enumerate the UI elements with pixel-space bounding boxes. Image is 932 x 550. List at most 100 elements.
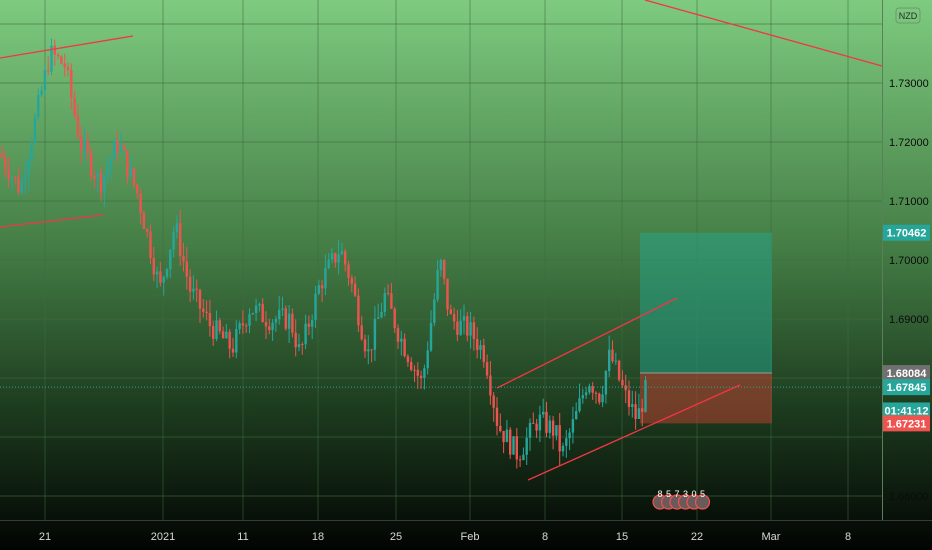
- candle-body: [225, 331, 228, 339]
- candle-body: [278, 309, 281, 320]
- candle-body: [337, 254, 340, 263]
- candle-body: [314, 293, 317, 321]
- candle-body: [17, 176, 20, 193]
- candle-body: [274, 319, 278, 323]
- event-marker[interactable]: [694, 494, 711, 510]
- candle-body: [208, 312, 212, 327]
- trendline[interactable]: [0, 35, 134, 59]
- price-badge: [883, 402, 930, 419]
- candle-body: [525, 437, 528, 455]
- candle-body: [578, 398, 581, 412]
- candle-body: [350, 277, 353, 284]
- candle-body: [611, 349, 614, 362]
- candle-body: [400, 338, 403, 342]
- candle-body: [538, 414, 542, 431]
- candle-body: [327, 259, 330, 269]
- price-badge-label: 1.67231: [887, 418, 927, 430]
- candle-body: [439, 259, 443, 270]
- candle-body: [604, 371, 608, 395]
- candle-body: [136, 184, 139, 194]
- candle-body: [357, 295, 360, 326]
- instrument-icon-label: NZD: [899, 11, 918, 21]
- candle-body: [192, 288, 195, 292]
- time-tick-label: 8: [845, 531, 851, 543]
- candle-body: [426, 350, 429, 369]
- candle-body: [162, 276, 165, 283]
- candle-body: [624, 385, 627, 391]
- trendline[interactable]: [496, 297, 678, 389]
- candle-body: [373, 318, 377, 350]
- candle-body: [307, 323, 311, 327]
- candle-body: [60, 56, 63, 64]
- candle-body: [571, 419, 575, 433]
- trendline[interactable]: [527, 384, 741, 481]
- candle-body: [608, 349, 611, 372]
- candle-body: [301, 344, 304, 346]
- candle-body: [334, 253, 337, 263]
- candle-body: [311, 320, 314, 327]
- candle-body: [195, 288, 198, 290]
- instrument-icon: NZD: [895, 7, 921, 24]
- candle-body: [634, 404, 637, 419]
- candle-body: [281, 308, 284, 310]
- candle-body: [370, 349, 373, 351]
- candle-body: [284, 308, 287, 329]
- candle-body: [80, 137, 83, 150]
- candle-body: [40, 90, 43, 95]
- candle-body: [76, 115, 80, 138]
- trendline[interactable]: [644, 0, 883, 67]
- time-tick-label: 15: [616, 531, 628, 543]
- candle-body: [363, 339, 367, 352]
- candle-body: [462, 316, 466, 321]
- price-badge-label: 1.68084: [887, 368, 928, 380]
- candle-body: [122, 145, 126, 151]
- time-axis[interactable]: 21 2021 11 18 25 Feb 8 15 22 Mar 8: [39, 531, 851, 543]
- candle-body: [241, 323, 245, 326]
- position-zones: [640, 232, 772, 424]
- candle-body: [86, 140, 89, 153]
- candle-body: [502, 431, 505, 443]
- trendline[interactable]: [0, 214, 104, 228]
- candle-body: [7, 169, 10, 179]
- candle-body: [353, 283, 357, 296]
- event-marker-label: 3: [683, 489, 688, 499]
- candle-body: [116, 141, 119, 152]
- candle-body: [614, 360, 617, 362]
- candle-body: [179, 223, 182, 257]
- candle-body: [251, 313, 254, 315]
- candle-body: [535, 423, 538, 431]
- candle-body: [43, 70, 47, 91]
- price-tick-label: 1.69000: [889, 314, 929, 326]
- candle-body: [476, 338, 479, 350]
- candle-body: [20, 179, 23, 193]
- event-marker-label: 0: [691, 489, 696, 499]
- candle-body: [594, 392, 598, 394]
- price-axis[interactable]: 1.73000 1.72000 1.71000 1.70000 1.69000 1.660…: [889, 78, 929, 503]
- candle-body: [446, 278, 449, 310]
- candle-body: [14, 176, 17, 178]
- candle-body: [320, 285, 324, 289]
- trendlines[interactable]: [0, 0, 883, 481]
- candle-body: [89, 152, 93, 177]
- event-marker-label: 5: [700, 489, 705, 499]
- time-tick-label: 2021: [151, 531, 175, 543]
- candle-body: [221, 331, 225, 339]
- candle-body: [413, 369, 416, 371]
- time-tick-label: Mar: [762, 531, 781, 543]
- candle-body: [565, 438, 568, 446]
- candle-body: [132, 167, 136, 185]
- candle-body: [155, 271, 159, 275]
- candle-body: [248, 314, 251, 326]
- candle-body: [627, 390, 631, 407]
- candle-body: [212, 326, 215, 339]
- candle-body: [47, 70, 50, 72]
- candle-body: [113, 141, 116, 160]
- candle-body: [347, 264, 350, 278]
- candle-body: [159, 271, 162, 283]
- candle-body: [423, 368, 426, 378]
- candle-body: [175, 223, 179, 233]
- candle-body: [545, 411, 548, 433]
